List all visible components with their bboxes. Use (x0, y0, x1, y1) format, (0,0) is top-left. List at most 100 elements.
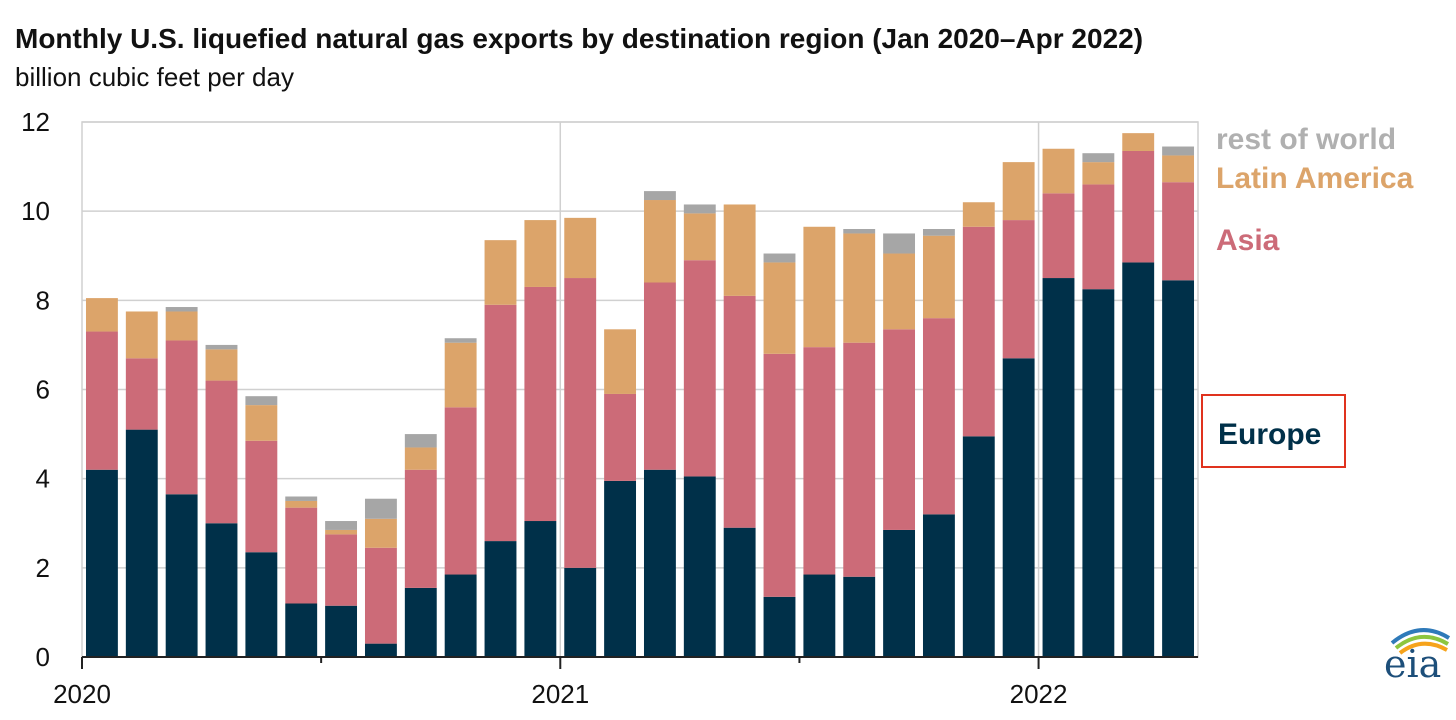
bar-segment-asia (803, 347, 836, 575)
bar-segment-europe (683, 476, 716, 657)
bar-segment-rest-of-world (1082, 153, 1115, 163)
bar-segment-asia (125, 358, 158, 430)
bar-segment-asia (205, 380, 238, 524)
bar-segment-latin-america (165, 311, 198, 341)
bar-segment-rest-of-world (883, 233, 916, 254)
bar-segment-rest-of-world (763, 253, 796, 263)
bar-segment-europe (205, 523, 238, 657)
bar-segment-latin-america (1122, 133, 1155, 151)
bar-segment-asia (444, 407, 477, 575)
bar-segment-latin-america (683, 213, 716, 261)
bar-segment-europe (444, 574, 477, 657)
bar-segment-latin-america (723, 204, 756, 296)
bar-segment-asia (1122, 150, 1155, 263)
bar-segment-asia (245, 440, 278, 553)
bar-segment-europe (1002, 358, 1035, 657)
legend-entry-asia: Asia (1216, 224, 1280, 257)
bar-segment-asia (85, 331, 118, 470)
y-tick-label: 4 (36, 464, 50, 494)
bar-segment-europe (484, 541, 517, 657)
legend-entry-rest-of-world: rest of world (1216, 123, 1396, 156)
bar-segment-europe (604, 480, 637, 657)
legend-entry-latin-america: Latin America (1216, 162, 1414, 195)
legend: rest of world Latin America Asia Europe (1201, 123, 1414, 468)
bar-segment-asia (643, 282, 676, 470)
x-tick-label: 2020 (53, 679, 111, 709)
bar-segment-asia (325, 534, 358, 606)
bar-segment-rest-of-world (325, 521, 358, 530)
bar-segment-europe (125, 429, 158, 657)
bar-segment-rest-of-world (205, 344, 238, 350)
bar-segment-rest-of-world (285, 496, 318, 501)
bar-segment-europe (962, 436, 995, 657)
bar-segment-latin-america (1082, 162, 1115, 185)
bar-segment-rest-of-world (922, 229, 955, 236)
bar-segment-rest-of-world (165, 307, 198, 312)
bar-segment-latin-america (883, 253, 916, 330)
bar-segment-europe (564, 567, 597, 657)
bar-segment-latin-america (484, 240, 517, 305)
eia-logo-arc-green (1394, 635, 1450, 650)
eia-logo-icon: eia (1384, 628, 1451, 686)
bar-segment-asia (484, 304, 517, 542)
x-tick-label: 2021 (531, 679, 589, 709)
bar-segment-latin-america (404, 447, 437, 470)
bar-segment-asia (285, 507, 318, 604)
bar-segment-europe (803, 574, 836, 657)
chart-title: Monthly U.S. liquefied natural gas expor… (15, 23, 1143, 54)
bar-segment-asia (1162, 182, 1195, 281)
bar-segment-latin-america (285, 500, 318, 508)
eia-logo-arc-blue (1390, 628, 1451, 645)
bar-segment-europe (404, 587, 437, 657)
bar-segment-asia (962, 226, 995, 437)
eia-logo-text: eia (1384, 642, 1441, 686)
y-tick-label: 6 (36, 375, 50, 405)
bars (85, 133, 1195, 657)
bar-segment-asia (165, 340, 198, 495)
bar-segment-latin-america (364, 518, 397, 548)
bar-segment-rest-of-world (364, 498, 397, 519)
bar-segment-asia (843, 342, 876, 577)
bar-segment-latin-america (524, 220, 557, 287)
bar-segment-latin-america (763, 262, 796, 354)
bar-segment-latin-america (643, 200, 676, 283)
bar-segment-europe (285, 603, 318, 657)
bar-segment-latin-america (1042, 148, 1075, 194)
y-tick-label: 2 (36, 553, 50, 583)
bar-segment-latin-america (1002, 162, 1035, 221)
bar-segment-latin-america (803, 226, 836, 348)
bar-segment-rest-of-world (404, 434, 437, 448)
bar-segment-europe (245, 552, 278, 657)
bar-segment-europe (723, 527, 756, 657)
bar-segment-rest-of-world (444, 338, 477, 343)
axes: 0 2 4 6 8 10 12 2020 2021 2022 (21, 107, 1198, 709)
bar-segment-asia (723, 295, 756, 528)
bar-segment-asia (763, 353, 796, 597)
bar-segment-latin-america (604, 329, 637, 394)
bar-segment-latin-america (444, 342, 477, 408)
bar-segment-europe (643, 469, 676, 657)
legend-highlight-box (1201, 394, 1346, 468)
bar-segment-europe (843, 576, 876, 657)
bar-segment-europe (883, 529, 916, 657)
bar-segment-latin-america (843, 233, 876, 343)
bar-segment-latin-america (1162, 155, 1195, 183)
bar-segment-europe (85, 469, 118, 657)
bar-segment-asia (524, 286, 557, 522)
bar-segment-latin-america (245, 405, 278, 441)
bar-segment-asia (1082, 184, 1115, 290)
bar-segment-europe (325, 605, 358, 657)
bar-segment-asia (922, 318, 955, 515)
bar-segment-europe (1122, 262, 1155, 657)
bar-segment-asia (564, 278, 597, 568)
bar-segment-europe (1082, 289, 1115, 657)
bar-segment-rest-of-world (643, 191, 676, 201)
bar-segment-asia (404, 469, 437, 588)
bar-segment-asia (1042, 193, 1075, 279)
bar-segment-asia (364, 547, 397, 644)
x-tick-label: 2022 (1010, 679, 1068, 709)
bar-segment-rest-of-world (245, 396, 278, 406)
bar-segment-europe (1042, 278, 1075, 657)
